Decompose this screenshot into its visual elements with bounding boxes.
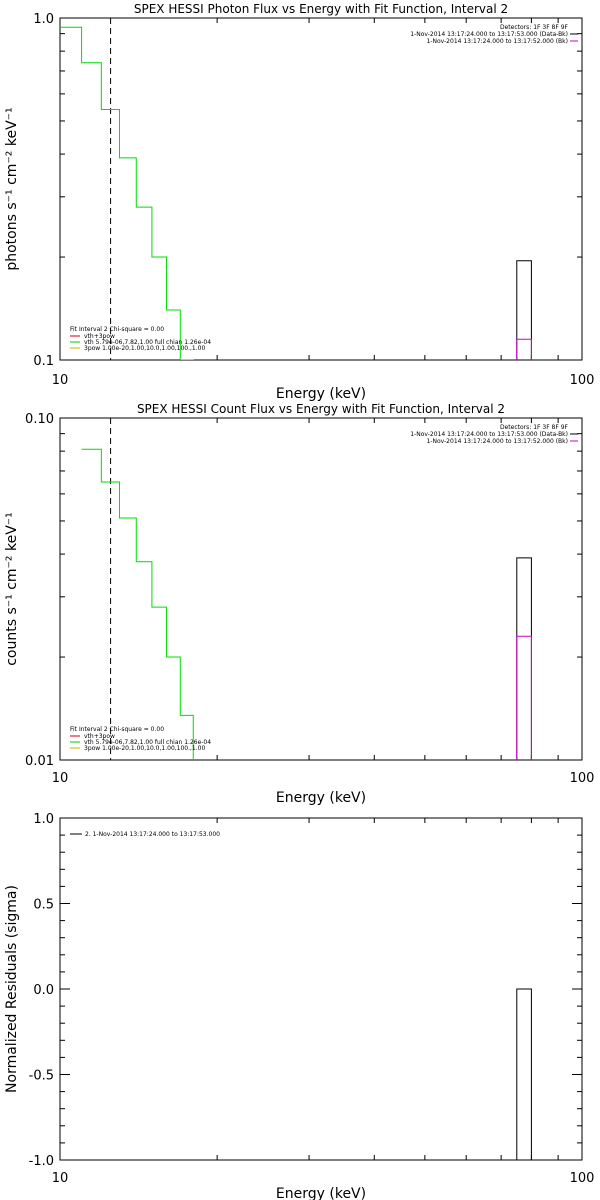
plot-frame xyxy=(59,417,583,761)
fit-legend: Fit Interval 2 Chi-square = 0.00vth+3pow… xyxy=(70,326,211,352)
legend-title: Detectors: 1F 3F 8F 9F xyxy=(500,424,569,431)
x-axis: 10 100 xyxy=(52,18,595,388)
x-tick-label: 10 xyxy=(52,1171,69,1186)
legend-entry: 1-Nov-2014 13:17:24.000 to 13:17:52.000 … xyxy=(426,38,568,45)
fit-legend-entry: vth 5.79e-06,7.82,1.00 full chian 1.26e-… xyxy=(84,339,211,346)
fit-legend-entry: vth+3pow xyxy=(84,333,115,340)
x-axis: 10 100 xyxy=(52,818,595,1186)
legend-entry: 1-Nov-2014 13:17:24.000 to 13:17:53.000 … xyxy=(410,431,568,438)
x-tick-label: 100 xyxy=(570,373,595,388)
y-tick-label: -0.5 xyxy=(29,1069,54,1084)
y-tick-label: 1.0 xyxy=(33,812,54,827)
residual-legend: 2. 1-Nov-2014 13:17:24.000 to 13:17:53.0… xyxy=(70,831,220,838)
y-tick-label: 0.01 xyxy=(25,754,54,769)
chart-title: SPEX HESSI Count Flux vs Energy with Fit… xyxy=(137,402,505,416)
y-tick-label: 1.0 xyxy=(33,12,54,27)
plot-frame xyxy=(59,17,583,361)
detector-legend: Detectors: 1F 3F 8F 9F1-Nov-2014 13:17:2… xyxy=(410,424,578,445)
fit-legend-entry: vth+3pow xyxy=(84,733,115,740)
fit-legend: Fit Interval 2 Chi-square = 0.00vth+3pow… xyxy=(70,726,211,752)
y-axis: 0.01 0.10 xyxy=(25,412,582,769)
chart-title: SPEX HESSI Photon Flux vs Energy with Fi… xyxy=(134,2,508,16)
fit-legend-entry: vth 5.79e-06,7.82,1.00 full chian 1.26e-… xyxy=(84,739,211,746)
x-axis: 10 100 xyxy=(52,418,595,786)
fit-step-series xyxy=(81,448,194,760)
x-axis-label: Energy (keV) xyxy=(276,1186,366,1200)
y-axis-label: photons s⁻¹ cm⁻² keV⁻¹ xyxy=(4,107,20,270)
x-axis-label: Energy (keV) xyxy=(276,790,366,806)
fit-step-series xyxy=(60,26,194,360)
y-tick-label: -1.0 xyxy=(29,1154,54,1169)
panel-1: SPEX HESSI Photon Flux vs Energy with Fi… xyxy=(4,2,594,402)
fit-legend-entry: 3pow 1.00e-20,1.00,10.0,1.00,100.,1.00 xyxy=(84,345,205,352)
y-tick-label: 0.10 xyxy=(25,412,54,427)
detector-legend: Detectors: 1F 3F 8F 9F1-Nov-2014 13:17:2… xyxy=(410,24,578,45)
plot-area xyxy=(60,18,532,360)
x-tick-label: 10 xyxy=(52,373,69,388)
y-axis: -1.0 -0.5 0.0 0.5 1.0 xyxy=(29,812,582,1169)
legend-entry: 2. 1-Nov-2014 13:17:24.000 to 13:17:53.0… xyxy=(85,831,220,838)
legend-title: Detectors: 1F 3F 8F 9F xyxy=(500,24,569,31)
data-bar xyxy=(516,557,532,760)
fit-legend-entry: 3pow 1.00e-20,1.00,10.0,1.00,100.,1.00 xyxy=(84,745,205,752)
y-tick-label: 0.1 xyxy=(33,354,54,369)
x-tick-label: 10 xyxy=(52,771,69,786)
plot-area xyxy=(81,418,532,760)
plot-area xyxy=(516,988,532,1160)
y-tick-label: 0.5 xyxy=(33,898,54,913)
plot-frame xyxy=(59,817,583,1161)
residual-bar xyxy=(516,988,532,1160)
legend-entry: 1-Nov-2014 13:17:24.000 to 13:17:53.000 … xyxy=(410,31,568,38)
legend-entry: 1-Nov-2014 13:17:24.000 to 13:17:52.000 … xyxy=(426,438,568,445)
panel-2: SPEX HESSI Count Flux vs Energy with Fit… xyxy=(4,402,594,806)
fit-legend-title: Fit Interval 2 Chi-square = 0.00 xyxy=(70,726,164,733)
fit-legend-title: Fit Interval 2 Chi-square = 0.00 xyxy=(70,326,164,333)
background-bar xyxy=(516,635,532,760)
y-axis-label: Normalized Residuals (sigma) xyxy=(4,885,20,1093)
y-axis: 0.1 1.0 xyxy=(33,12,582,369)
y-axis-label: counts s⁻¹ cm⁻² keV⁻¹ xyxy=(4,512,20,666)
x-axis-label: Energy (keV) xyxy=(276,386,366,402)
panel-3: 10 100 Energy (keV) -1.0 -0.5 0.0 0.5 1.0 Normal… xyxy=(4,812,594,1200)
x-tick-label: 100 xyxy=(570,1171,595,1186)
background-bar xyxy=(516,338,532,360)
y-tick-label: 0.0 xyxy=(33,983,54,998)
x-tick-label: 100 xyxy=(570,771,595,786)
data-bar xyxy=(516,260,532,360)
